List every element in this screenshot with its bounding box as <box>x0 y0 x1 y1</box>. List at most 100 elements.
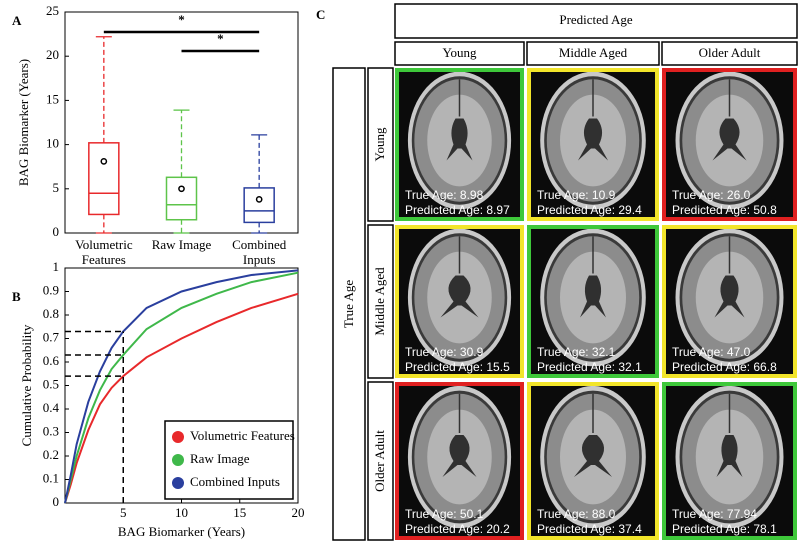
y-tick-label: 0.5 <box>43 376 59 391</box>
cell-border <box>527 382 659 540</box>
row-header-box <box>367 224 394 379</box>
row-header: Young <box>372 127 387 162</box>
y-axis-label: BAG Biomarker (Years) <box>16 59 31 186</box>
mri-ventricles <box>716 435 743 477</box>
x-tick-label-box: Raw Image <box>151 237 212 252</box>
y-tick-label: 0 <box>53 224 60 239</box>
legend-label: Raw Image <box>190 451 250 466</box>
row-title-box <box>332 67 366 541</box>
y-tick-label: 0.1 <box>43 470 59 485</box>
cell-border <box>395 382 524 540</box>
mri-ventricles <box>574 435 612 477</box>
row-header-box <box>367 381 394 541</box>
y-tick-label: 0 <box>53 494 60 509</box>
y-tick-label: 0.4 <box>43 400 60 415</box>
cell-border <box>395 68 524 221</box>
cdf-line <box>64 269 299 504</box>
cell-border <box>662 225 797 378</box>
x-tick-label-box: Combined Inputs <box>232 237 286 267</box>
predicted-age: Predicted Age: 50.8 <box>672 203 777 217</box>
plot-frame <box>64 11 299 234</box>
predicted-age: Predicted Age: 15.5 <box>405 360 510 374</box>
true-age: True Age: 88.0 <box>537 507 616 521</box>
legend-marker <box>172 454 184 466</box>
y-tick-label: 1 <box>53 259 60 274</box>
y-tick-label: 5 <box>53 180 60 195</box>
legend-label: Volumetric Features <box>190 428 295 443</box>
y-tick-label: 0.2 <box>43 447 59 462</box>
row-header: Middle Aged <box>372 267 387 336</box>
y-tick-label: 0.6 <box>43 353 60 368</box>
x-tick-label: Raw Image <box>151 237 212 252</box>
predicted-age: Predicted Age: 78.1 <box>672 522 777 536</box>
y-tick-label: 0.3 <box>43 423 59 438</box>
cell-border <box>527 225 659 378</box>
column-header: Middle Aged <box>559 45 628 60</box>
true-age: True Age: 30.9 <box>405 345 484 359</box>
x-tick-label-box: Volumetric Features <box>75 237 133 267</box>
mri-ventricles <box>578 118 608 161</box>
y-tick-label: 10 <box>46 136 59 151</box>
x-tick-label: 10 <box>175 505 188 520</box>
x-tick-label: 20 <box>292 505 305 520</box>
predicted-age: Predicted Age: 29.4 <box>537 203 642 217</box>
mri-ventricles <box>442 435 477 477</box>
column-header: Young <box>442 45 477 60</box>
column-header-box <box>526 41 660 66</box>
mri-ventricles <box>580 275 606 318</box>
cell-border <box>527 68 659 221</box>
box <box>243 187 275 224</box>
cdf-line <box>64 271 299 504</box>
x-tick-label: Volumetric Features <box>75 237 133 267</box>
legend-marker <box>172 477 184 489</box>
predicted-age: Predicted Age: 66.8 <box>672 360 777 374</box>
true-age: True Age: 10.9 <box>537 188 616 202</box>
mean-marker <box>100 158 108 165</box>
y-tick-label: 20 <box>46 47 59 62</box>
x-tick-label: 5 <box>120 505 127 520</box>
box <box>88 142 120 216</box>
mean-marker <box>255 196 263 203</box>
legend-marker <box>172 431 184 443</box>
true-age: True Age: 8.98 <box>405 188 484 202</box>
y-tick-label: 0.8 <box>43 306 59 321</box>
grid-title-box <box>394 3 798 39</box>
predicted-age: Predicted Age: 37.4 <box>537 522 642 536</box>
column-header: Older Adult <box>699 45 761 60</box>
grid-title: Predicted Age <box>559 12 633 27</box>
x-tick-label: 15 <box>233 505 246 520</box>
row-header: Older Adult <box>372 430 387 492</box>
predicted-age: Predicted Age: 20.2 <box>405 522 510 536</box>
significance-label: * <box>178 12 185 27</box>
panel-label: A <box>12 13 22 28</box>
mri-ventricles <box>440 275 479 318</box>
column-header-box <box>661 41 798 66</box>
legend-box <box>164 420 294 500</box>
predicted-age: Predicted Age: 8.97 <box>405 203 510 217</box>
legend-label: Combined Inputs <box>190 474 280 489</box>
cell-border <box>395 225 524 378</box>
cell-border <box>662 382 797 540</box>
row-title: True Age <box>341 280 356 329</box>
y-tick-label: 0.7 <box>43 329 60 344</box>
predicted-age: Predicted Age: 32.1 <box>537 360 642 374</box>
panel-label: C <box>316 7 325 22</box>
y-tick-label: 0.9 <box>43 282 59 297</box>
mri-ventricles <box>714 275 745 318</box>
mri-ventricles <box>446 118 473 161</box>
panel-label: B <box>12 289 21 304</box>
true-age: True Age: 47.0 <box>672 345 751 359</box>
true-age: True Age: 77.94 <box>672 507 757 521</box>
y-tick-label: 25 <box>46 3 59 18</box>
column-header-box <box>394 41 525 66</box>
mean-marker <box>178 185 185 193</box>
true-age: True Age: 50.1 <box>405 507 484 521</box>
cell-border <box>662 68 797 221</box>
mri-ventricles <box>712 118 747 161</box>
box <box>165 176 198 221</box>
significance-label: * <box>217 31 224 46</box>
cdf-line <box>64 292 299 504</box>
y-axis-label: Cumulative Probability <box>19 324 34 446</box>
true-age: True Age: 32.1 <box>537 345 616 359</box>
